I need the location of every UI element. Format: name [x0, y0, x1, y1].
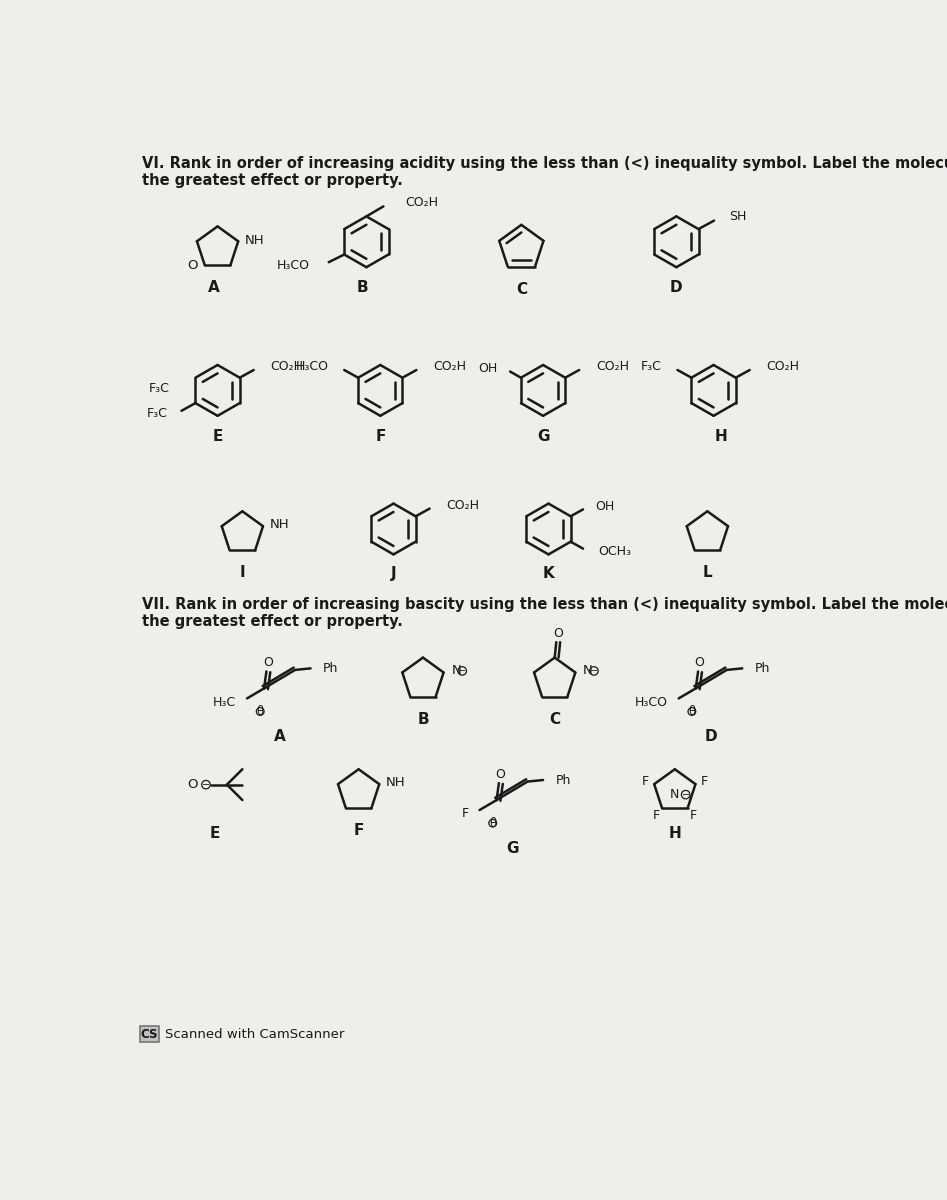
Text: OH: OH	[596, 499, 615, 512]
Text: C: C	[516, 282, 527, 298]
Text: H: H	[669, 826, 681, 841]
Text: E: E	[212, 430, 223, 444]
Text: O: O	[553, 628, 563, 641]
Text: B: B	[357, 281, 368, 295]
Text: O: O	[695, 656, 705, 670]
Text: J: J	[391, 566, 396, 581]
Text: G: G	[537, 430, 549, 444]
Text: −: −	[682, 790, 689, 799]
Text: F: F	[353, 823, 364, 839]
Text: −: −	[202, 780, 210, 790]
Text: CO₂H: CO₂H	[434, 360, 467, 373]
Text: NH: NH	[270, 518, 290, 532]
FancyBboxPatch shape	[140, 1026, 159, 1042]
Text: L: L	[703, 565, 712, 581]
Text: H₃CO: H₃CO	[277, 259, 310, 271]
Text: F₃C: F₃C	[147, 407, 168, 420]
Text: −: −	[458, 666, 466, 676]
Text: F: F	[701, 775, 707, 787]
Text: G: G	[506, 841, 518, 856]
Text: VI. Rank in order of increasing acidity using the less than (<) inequality symbo: VI. Rank in order of increasing acidity …	[142, 156, 947, 170]
Text: N: N	[452, 665, 461, 678]
Text: CO₂H: CO₂H	[405, 196, 438, 209]
Text: I: I	[240, 565, 245, 581]
Text: CO₂H: CO₂H	[767, 360, 799, 373]
Text: O: O	[188, 778, 198, 791]
Text: F: F	[653, 809, 660, 822]
Text: OH: OH	[478, 362, 498, 374]
Text: CO₂H: CO₂H	[271, 360, 304, 373]
Text: D: D	[670, 281, 683, 295]
Text: θ: θ	[490, 817, 496, 829]
Text: N: N	[583, 665, 593, 678]
Text: A: A	[274, 730, 285, 744]
Text: H: H	[715, 430, 727, 444]
Text: H₃CO: H₃CO	[634, 696, 668, 709]
Text: CO₂H: CO₂H	[447, 499, 479, 512]
Text: Ph: Ph	[556, 774, 571, 786]
Text: H₃C: H₃C	[213, 696, 236, 709]
Text: C: C	[549, 712, 561, 727]
Text: F: F	[375, 430, 385, 444]
Text: CS: CS	[140, 1027, 158, 1040]
Text: F: F	[461, 808, 469, 821]
Text: B: B	[417, 712, 429, 727]
Text: Ph: Ph	[323, 662, 338, 674]
Text: CO₂H: CO₂H	[597, 360, 629, 373]
Text: the greatest effect or property.: the greatest effect or property.	[142, 173, 402, 188]
Text: A: A	[207, 281, 220, 295]
Text: θ: θ	[257, 704, 264, 718]
Text: O: O	[263, 656, 273, 670]
Text: Scanned with CamScanner: Scanned with CamScanner	[165, 1027, 345, 1040]
Text: F₃C: F₃C	[641, 360, 662, 373]
Text: E: E	[210, 826, 221, 841]
Text: F₃C: F₃C	[149, 383, 170, 395]
Text: θ: θ	[688, 704, 695, 718]
Text: NH: NH	[386, 776, 406, 790]
Text: H₃CO: H₃CO	[295, 360, 329, 373]
Text: F: F	[689, 809, 697, 822]
Text: the greatest effect or property.: the greatest effect or property.	[142, 614, 402, 630]
Text: −: −	[590, 666, 598, 676]
Text: VII. Rank in order of increasing bascity using the less than (<) inequality symb: VII. Rank in order of increasing bascity…	[142, 596, 947, 612]
Text: OCH₃: OCH₃	[599, 545, 632, 558]
Text: N: N	[670, 788, 680, 802]
Text: NH: NH	[244, 234, 264, 247]
Text: K: K	[543, 566, 554, 581]
Text: F: F	[642, 775, 649, 787]
Text: Ph: Ph	[755, 662, 770, 674]
Text: D: D	[705, 730, 718, 744]
Text: O: O	[495, 768, 506, 781]
Text: O: O	[188, 259, 198, 272]
Text: SH: SH	[729, 210, 747, 223]
